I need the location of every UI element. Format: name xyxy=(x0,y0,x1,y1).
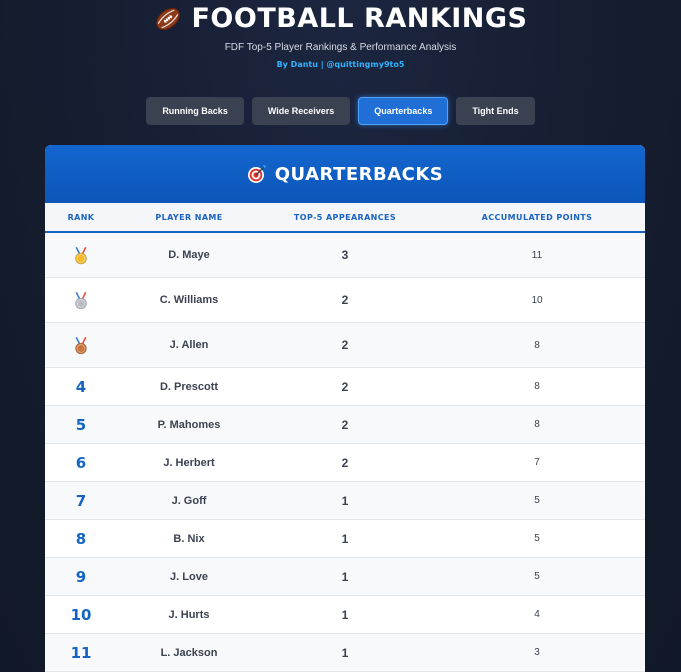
rank-number: 4 xyxy=(75,378,87,396)
rank-cell xyxy=(45,322,117,368)
table-row: 4 D. Prescott 2 8 xyxy=(45,367,645,406)
page-subtitle: FDF Top-5 Player Rankings & Performance … xyxy=(224,42,457,53)
player-name-cell: J. Love xyxy=(117,557,261,596)
tab-running-backs[interactable]: Running Backs xyxy=(146,97,244,125)
table-body: D. Maye 3 11 C. Williams 2 10 J. Allen 2 8 4 D. Pr… xyxy=(45,232,645,672)
player-name-cell: L. Jackson xyxy=(117,633,261,672)
player-name-cell: B. Nix xyxy=(117,519,261,558)
player-name-cell: J. Herbert xyxy=(117,443,261,482)
bronze-medal-icon xyxy=(74,336,88,355)
rank-cell: 8 xyxy=(45,519,117,558)
appearances-cell: 1 xyxy=(261,519,429,558)
rank-cell xyxy=(45,277,117,323)
points-cell: 11 xyxy=(429,232,645,278)
appearances-cell: 1 xyxy=(261,633,429,672)
appearances-cell: 2 xyxy=(261,322,429,368)
page-header: FOOTBALL RANKINGS FDF Top-5 Player Ranki… xyxy=(0,0,681,69)
rank-cell: 9 xyxy=(45,557,117,596)
table-row: 8 B. Nix 1 5 xyxy=(45,519,645,558)
appearances-cell: 1 xyxy=(261,557,429,596)
player-name-cell: J. Goff xyxy=(117,481,261,520)
table-row: 11 L. Jackson 1 3 xyxy=(45,633,645,672)
rankings-card: QUARTERBACKS RANK PLAYER NAME TOP-5 APPE… xyxy=(45,145,645,672)
table-row: 7 J. Goff 1 5 xyxy=(45,481,645,520)
appearances-cell: 2 xyxy=(261,277,429,323)
rank-number: 9 xyxy=(75,568,87,586)
target-icon xyxy=(247,164,267,184)
points-cell: 5 xyxy=(429,481,645,520)
player-name-cell: J. Allen xyxy=(117,322,261,368)
rank-cell: 4 xyxy=(45,367,117,406)
rank-cell: 11 xyxy=(45,633,117,672)
author-byline: By Dantu | @quittingmy9to5 xyxy=(276,60,405,69)
appearances-cell: 3 xyxy=(261,232,429,278)
position-tabs: Running Backs Wide Receivers Quarterback… xyxy=(0,97,681,125)
points-cell: 4 xyxy=(429,595,645,634)
table-row: 5 P. Mahomes 2 8 xyxy=(45,405,645,444)
rank-number: 11 xyxy=(70,644,92,662)
rank-cell: 10 xyxy=(45,595,117,634)
tab-wide-receivers[interactable]: Wide Receivers xyxy=(251,97,351,125)
rank-number: 7 xyxy=(75,492,87,510)
column-header-accumulated-points[interactable]: ACCUMULATED POINTS xyxy=(429,203,645,233)
rank-number: 10 xyxy=(70,606,92,624)
player-name-cell: P. Mahomes xyxy=(117,405,261,444)
card-header: QUARTERBACKS xyxy=(45,145,645,203)
table-row: 6 J. Herbert 2 7 xyxy=(45,443,645,482)
football-icon xyxy=(153,4,183,34)
column-header-player-name[interactable]: PLAYER NAME xyxy=(117,203,261,233)
appearances-cell: 1 xyxy=(261,481,429,520)
appearances-cell: 2 xyxy=(261,443,429,482)
table-row: 10 J. Hurts 1 4 xyxy=(45,595,645,634)
player-name-cell: C. Williams xyxy=(117,277,261,323)
table-row: 9 J. Love 1 5 xyxy=(45,557,645,596)
appearances-cell: 2 xyxy=(261,405,429,444)
rankings-table: RANK PLAYER NAME TOP-5 APPEARANCES ACCUM… xyxy=(45,203,645,672)
rank-cell xyxy=(45,232,117,278)
appearances-cell: 2 xyxy=(261,367,429,406)
rank-cell: 6 xyxy=(45,443,117,482)
points-cell: 7 xyxy=(429,443,645,482)
tab-tight-ends[interactable]: Tight Ends xyxy=(456,97,535,125)
table-row: C. Williams 2 10 xyxy=(45,277,645,323)
gold-medal-icon xyxy=(74,246,88,265)
column-header-rank[interactable]: RANK xyxy=(45,203,117,233)
player-name-cell: D. Prescott xyxy=(117,367,261,406)
rank-cell: 5 xyxy=(45,405,117,444)
player-name-cell: J. Hurts xyxy=(117,595,261,634)
rank-number: 5 xyxy=(75,416,87,434)
page-title: FOOTBALL RANKINGS xyxy=(0,2,681,36)
card-title: QUARTERBACKS xyxy=(274,163,444,185)
table-header-row: RANK PLAYER NAME TOP-5 APPEARANCES ACCUM… xyxy=(45,203,645,233)
points-cell: 5 xyxy=(429,519,645,558)
player-name-cell: D. Maye xyxy=(117,232,261,278)
page-title-text: FOOTBALL RANKINGS xyxy=(191,3,528,34)
table-row: J. Allen 2 8 xyxy=(45,322,645,368)
tab-quarterbacks[interactable]: Quarterbacks xyxy=(358,97,449,125)
rank-number: 6 xyxy=(75,454,87,472)
points-cell: 3 xyxy=(429,633,645,672)
rank-cell: 7 xyxy=(45,481,117,520)
points-cell: 8 xyxy=(429,322,645,368)
points-cell: 8 xyxy=(429,405,645,444)
silver-medal-icon xyxy=(74,291,88,310)
column-header-top5-appearances[interactable]: TOP-5 APPEARANCES xyxy=(261,203,429,233)
appearances-cell: 1 xyxy=(261,595,429,634)
table-row: D. Maye 3 11 xyxy=(45,232,645,278)
points-cell: 10 xyxy=(429,277,645,323)
points-cell: 8 xyxy=(429,367,645,406)
points-cell: 5 xyxy=(429,557,645,596)
rank-number: 8 xyxy=(75,530,87,548)
